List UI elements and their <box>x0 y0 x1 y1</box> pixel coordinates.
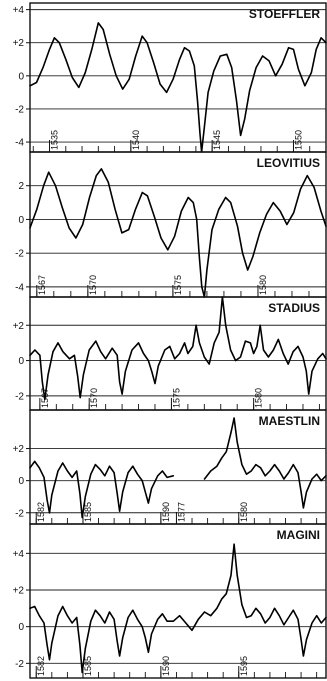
x-tick-label: 1575 <box>173 275 183 295</box>
panel-title: MAESTLIN <box>259 414 320 428</box>
x-tick-label: 1590 <box>161 656 171 676</box>
x-tick-label: 1567 <box>37 275 47 295</box>
series-line <box>203 417 327 509</box>
y-tick-label: 0 <box>18 215 24 226</box>
y-tick-label: -2 <box>15 391 24 402</box>
panel-frame <box>29 523 327 679</box>
y-tick-label: 0 <box>18 622 24 633</box>
x-tick-label: 1585 <box>83 502 93 522</box>
x-tick-label: 1580 <box>254 388 264 408</box>
panel-title: STOEFFLER <box>249 7 320 21</box>
y-tick-label: 0 <box>18 356 24 367</box>
y-tick-label: 0 <box>18 476 24 487</box>
panel-title: LEOVITIUS <box>257 156 320 170</box>
y-tick-label: -2 <box>15 659 24 670</box>
series-line <box>29 296 327 401</box>
y-tick-label: 2 <box>18 181 24 192</box>
y-tick-label: -4 <box>15 282 24 293</box>
series-line <box>29 168 327 298</box>
panel-title: MAGINI <box>277 528 320 542</box>
series-line <box>29 460 175 519</box>
y-tick-label: +2 <box>13 321 25 332</box>
x-tick-label: 1570 <box>89 388 99 408</box>
series-line <box>29 22 327 153</box>
series-line <box>29 543 327 674</box>
y-tick-label: +2 <box>13 586 25 597</box>
panel-title: STADIUS <box>268 301 320 315</box>
y-tick-label: -2 <box>15 508 24 519</box>
y-tick-label: -4 <box>15 138 24 149</box>
panel-leovitius: -4 -2 0 2 1567 1570 1575 1580 LEOVITIUS <box>15 151 327 298</box>
x-tick-label: 1570 <box>88 275 98 295</box>
x-tick-label: 1577 <box>176 502 186 522</box>
panel-frame <box>29 2 327 153</box>
x-tick-label: 1585 <box>83 656 93 676</box>
x-tick-label: 1540 <box>131 130 141 150</box>
y-tick-label: +2 <box>13 444 25 455</box>
x-tick-label: 1582 <box>36 502 46 522</box>
y-tick-label: +2 <box>13 38 25 49</box>
y-tick-label: +4 <box>13 549 25 560</box>
panel-magini: -2 0 +2 +4 1582 1585 1590 1595 MAGINI <box>13 523 327 679</box>
panel-maestlin: -2 0 +2 1582 1585 1590 1577 1580 MAESTLIN <box>13 409 327 525</box>
x-tick-label: 1550 <box>293 130 303 150</box>
panel-stoeffler: -4 -2 0 +2 +4 1535 1540 1545 1550 STOEFFLER <box>13 2 327 153</box>
x-tick-label: 1545 <box>212 130 222 150</box>
x-tick-label: 1535 <box>50 130 60 150</box>
y-tick-label: -2 <box>15 104 24 115</box>
y-tick-label: +4 <box>13 5 25 16</box>
x-tick-label: 1595 <box>239 656 249 676</box>
y-tick-label: 0 <box>18 71 24 82</box>
y-tick-label: -2 <box>15 249 24 260</box>
x-tick-label: 1590 <box>161 502 171 522</box>
x-tick-label: 1582 <box>36 656 46 676</box>
x-tick-label: 1575 <box>171 388 181 408</box>
x-tick-label: 1580 <box>258 275 268 295</box>
x-tick-label: 1580 <box>239 502 249 522</box>
